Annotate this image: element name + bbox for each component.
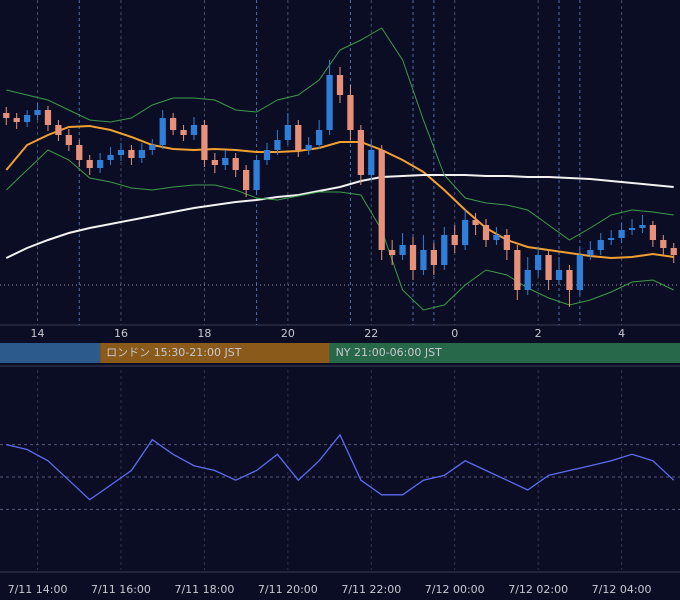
candle-body bbox=[3, 113, 10, 118]
candle-body bbox=[566, 270, 573, 290]
candle-body bbox=[222, 158, 229, 165]
x-tick-label: 7/12 04:00 bbox=[592, 583, 652, 596]
candle-body bbox=[65, 135, 72, 145]
candle-body bbox=[378, 150, 385, 250]
candle-body bbox=[211, 160, 218, 165]
candle-body bbox=[430, 250, 437, 265]
candle-body bbox=[535, 255, 542, 270]
candle-body bbox=[253, 160, 260, 190]
candle-body bbox=[660, 240, 667, 248]
candle-body bbox=[639, 225, 646, 228]
candle-body bbox=[138, 150, 145, 158]
candle-body bbox=[493, 235, 500, 240]
candle-body bbox=[514, 250, 521, 290]
candle-body bbox=[347, 95, 354, 130]
candle-body bbox=[316, 130, 323, 145]
candle-body bbox=[76, 145, 83, 160]
oscillator-line bbox=[6, 433, 675, 501]
candle-body bbox=[336, 75, 344, 95]
x-tick-label: 0 bbox=[451, 327, 458, 340]
session-bar bbox=[329, 343, 680, 363]
x-tick-label: 16 bbox=[114, 327, 128, 340]
candle-body bbox=[608, 238, 615, 240]
candle-body bbox=[96, 160, 104, 168]
candle-body bbox=[628, 228, 636, 230]
candle-body bbox=[441, 235, 448, 265]
session-label: ロンドン 15:30-21:00 JST bbox=[106, 346, 242, 359]
candle-body bbox=[389, 250, 396, 255]
candle-body bbox=[34, 110, 41, 115]
candle-body bbox=[170, 118, 177, 130]
candle-body bbox=[274, 140, 281, 150]
candle-body bbox=[159, 118, 166, 145]
candle-body bbox=[86, 160, 93, 168]
x-tick-label: 20 bbox=[281, 327, 295, 340]
candle-body bbox=[587, 250, 594, 255]
candle-body bbox=[117, 150, 125, 155]
x-tick-label: 2 bbox=[535, 327, 542, 340]
candle-body bbox=[326, 75, 333, 130]
indicator-line bbox=[6, 27, 674, 241]
session-bar bbox=[0, 343, 101, 363]
candle-body bbox=[243, 170, 250, 190]
candle-body bbox=[618, 230, 625, 238]
candle-body bbox=[462, 220, 469, 245]
candle-body bbox=[482, 225, 490, 240]
candle-body bbox=[503, 235, 510, 250]
x-tick-label: 7/11 22:00 bbox=[341, 583, 401, 596]
candle-body bbox=[23, 115, 31, 122]
candle-body bbox=[357, 130, 364, 175]
indicator-line bbox=[5, 124, 674, 260]
candle-body bbox=[55, 125, 62, 135]
candle-body bbox=[399, 245, 406, 255]
candle-body bbox=[201, 125, 208, 160]
candle-body bbox=[555, 270, 563, 280]
candle-body bbox=[524, 270, 531, 290]
indicator-line bbox=[5, 149, 674, 311]
session-bar bbox=[100, 343, 330, 363]
x-tick-label: 22 bbox=[364, 327, 378, 340]
candle-body bbox=[368, 150, 375, 175]
candle-body bbox=[128, 150, 135, 158]
candle-body bbox=[284, 125, 291, 140]
candle-body bbox=[576, 255, 584, 290]
x-tick-label: 7/12 00:00 bbox=[425, 583, 485, 596]
x-tick-label: 4 bbox=[618, 327, 625, 340]
candle-body bbox=[305, 145, 312, 150]
candle-body bbox=[190, 125, 198, 135]
candle-body bbox=[545, 255, 552, 280]
session-label: NY 21:00-06:00 JST bbox=[336, 346, 443, 359]
x-tick-label: 7/11 14:00 bbox=[8, 583, 68, 596]
x-tick-label: 14 bbox=[31, 327, 45, 340]
x-tick-label: 7/11 20:00 bbox=[258, 583, 318, 596]
candle-body bbox=[44, 110, 52, 125]
candle-body bbox=[451, 235, 458, 245]
x-tick-label: 18 bbox=[197, 327, 211, 340]
candle-body bbox=[420, 250, 427, 270]
candle-body bbox=[149, 145, 156, 150]
candle-body bbox=[670, 248, 677, 255]
x-tick-label: 7/12 02:00 bbox=[508, 583, 568, 596]
x-tick-label: 7/11 18:00 bbox=[174, 583, 234, 596]
x-tick-label: 7/11 16:00 bbox=[91, 583, 151, 596]
candle-body bbox=[232, 158, 239, 170]
candle-body bbox=[107, 155, 114, 160]
candle-body bbox=[597, 240, 604, 250]
candle-body bbox=[295, 125, 302, 150]
candle-body bbox=[263, 150, 271, 160]
candle-body bbox=[649, 225, 657, 240]
indicator-line bbox=[5, 174, 674, 259]
candle-body bbox=[13, 118, 20, 122]
candle-body bbox=[472, 220, 479, 225]
candle-body bbox=[409, 245, 417, 270]
candle-body bbox=[180, 130, 187, 135]
